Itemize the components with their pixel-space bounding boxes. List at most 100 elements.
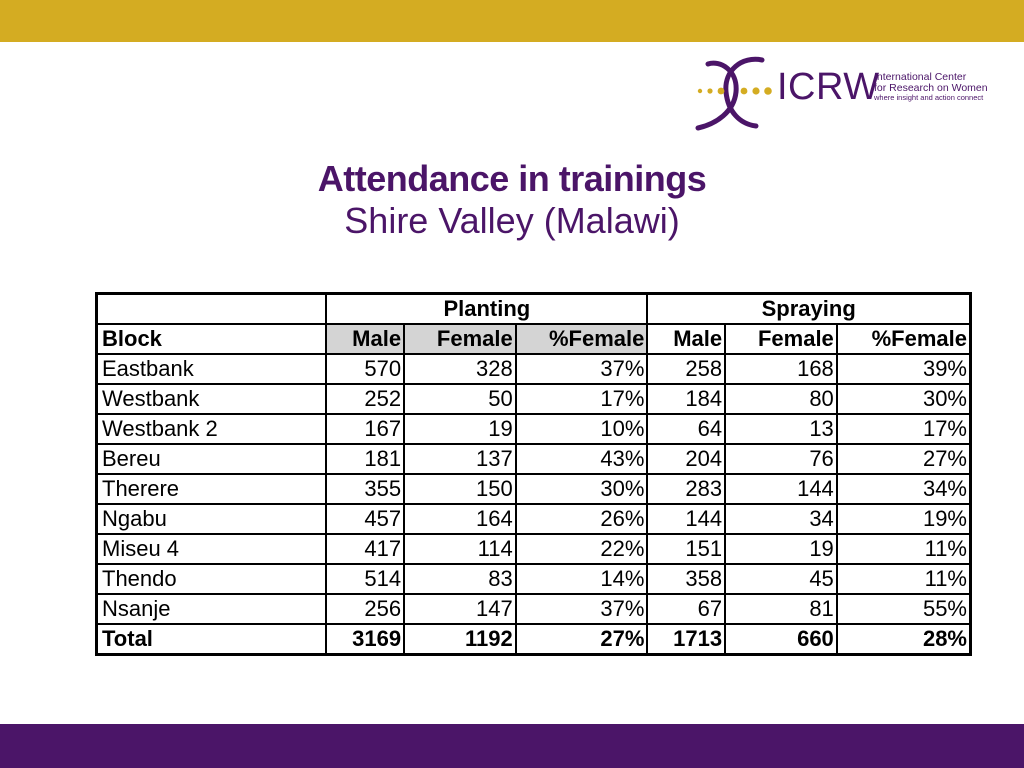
bottom-purple-band [0, 724, 1024, 768]
group-header-row: Planting Spraying [95, 292, 972, 325]
subheader-planting-pct-female: %Female [514, 323, 649, 355]
cell-planting-male: 355 [325, 473, 406, 505]
icrw-logo: ICRW International Center for Research o… [690, 52, 990, 132]
cell-spraying-female: 168 [724, 353, 838, 385]
cell-block: Thendo [95, 563, 328, 595]
cell-spraying-pct-female: 34% [835, 473, 972, 505]
cell-spraying-male: 258 [646, 353, 727, 385]
cell-spraying-female: 80 [724, 383, 838, 415]
group-header-planting: Planting [325, 292, 649, 325]
cell-planting-pct-female: 14% [514, 563, 649, 595]
cell-planting-female: 328 [403, 353, 517, 385]
table-row: Miseu 4 417 114 22% 151 19 11% [95, 533, 972, 565]
subheader-block: Block [95, 323, 328, 355]
cell-block: Therere [95, 473, 328, 505]
cell-planting-female: 114 [403, 533, 517, 565]
total-planting-pct-female: 27% [514, 623, 649, 656]
cell-planting-male: 570 [325, 353, 406, 385]
cell-planting-male: 514 [325, 563, 406, 595]
total-spraying-male: 1713 [646, 623, 727, 656]
cell-block: Bereu [95, 443, 328, 475]
table-row: Thendo 514 83 14% 358 45 11% [95, 563, 972, 595]
cell-planting-pct-female: 10% [514, 413, 649, 445]
cell-spraying-pct-female: 27% [835, 443, 972, 475]
cell-planting-male: 417 [325, 533, 406, 565]
subheader-planting-female: Female [403, 323, 517, 355]
logo-tagline: International Center for Research on Wom… [874, 71, 988, 103]
subheader-row: Block Male Female %Female Male Female %F… [95, 323, 972, 355]
cell-planting-pct-female: 37% [514, 593, 649, 625]
subheader-planting-male: Male [325, 323, 406, 355]
cell-spraying-pct-female: 11% [835, 533, 972, 565]
subheader-spraying-male: Male [646, 323, 727, 355]
cell-planting-female: 83 [403, 563, 517, 595]
title-block: Attendance in trainings Shire Valley (Ma… [0, 160, 1024, 240]
subheader-spraying-female: Female [724, 323, 838, 355]
total-spraying-pct-female: 28% [835, 623, 972, 656]
cell-spraying-pct-female: 17% [835, 413, 972, 445]
logo-wordmark: ICRW [777, 66, 880, 108]
cell-spraying-female: 19 [724, 533, 838, 565]
cell-spraying-pct-female: 55% [835, 593, 972, 625]
icrw-swoop-logo-icon [695, 56, 772, 131]
total-planting-male: 3169 [325, 623, 406, 656]
table-row: Westbank 252 50 17% 184 80 30% [95, 383, 972, 415]
table-row: Ngabu 457 164 26% 144 34 19% [95, 503, 972, 535]
top-gold-band [0, 0, 1024, 42]
slide-subtitle: Shire Valley (Malawi) [344, 199, 680, 241]
cell-spraying-female: 45 [724, 563, 838, 595]
cell-block: Nsanje [95, 593, 328, 625]
cell-planting-male: 167 [325, 413, 406, 445]
cell-spraying-pct-female: 30% [835, 383, 972, 415]
attendance-table: Planting Spraying Block Male Female %Fem… [95, 292, 972, 656]
cell-planting-pct-female: 30% [514, 473, 649, 505]
cell-spraying-male: 151 [646, 533, 727, 565]
cell-spraying-male: 64 [646, 413, 727, 445]
cell-spraying-pct-female: 19% [835, 503, 972, 535]
cell-planting-female: 50 [403, 383, 517, 415]
logo-tagline-line-3: where insight and action connect [874, 93, 984, 103]
logo-tagline-line-2: for Research on Women [874, 82, 988, 95]
table-row: Bereu 181 137 43% 204 76 27% [95, 443, 972, 475]
total-block: Total [95, 623, 328, 656]
total-planting-female: 1192 [403, 623, 517, 656]
table-row: Westbank 2 167 19 10% 64 13 17% [95, 413, 972, 445]
cell-planting-female: 19 [403, 413, 517, 445]
slide-title: Attendance in trainings [317, 158, 707, 199]
cell-spraying-female: 34 [724, 503, 838, 535]
cell-spraying-male: 204 [646, 443, 727, 475]
table-row: Eastbank 570 328 37% 258 168 39% [95, 353, 972, 385]
cell-planting-pct-female: 26% [514, 503, 649, 535]
logo-tagline-line-1: International Center [874, 71, 967, 83]
group-header-blank [95, 292, 328, 325]
cell-block: Ngabu [95, 503, 328, 535]
group-header-spraying: Spraying [646, 292, 972, 325]
cell-spraying-female: 81 [724, 593, 838, 625]
cell-planting-male: 252 [325, 383, 406, 415]
cell-spraying-male: 283 [646, 473, 727, 505]
cell-spraying-male: 67 [646, 593, 727, 625]
cell-planting-female: 150 [403, 473, 517, 505]
cell-block: Westbank [95, 383, 328, 415]
cell-spraying-pct-female: 11% [835, 563, 972, 595]
cell-planting-male: 256 [325, 593, 406, 625]
cell-planting-female: 164 [403, 503, 517, 535]
cell-planting-male: 457 [325, 503, 406, 535]
cell-spraying-male: 144 [646, 503, 727, 535]
cell-planting-pct-female: 37% [514, 353, 649, 385]
subheader-spraying-pct-female: %Female [835, 323, 972, 355]
total-spraying-female: 660 [724, 623, 838, 656]
cell-spraying-female: 13 [724, 413, 838, 445]
cell-planting-pct-female: 17% [514, 383, 649, 415]
cell-planting-pct-female: 22% [514, 533, 649, 565]
cell-planting-female: 147 [403, 593, 517, 625]
cell-block: Westbank 2 [95, 413, 328, 445]
cell-planting-female: 137 [403, 443, 517, 475]
cell-block: Eastbank [95, 353, 328, 385]
cell-spraying-female: 144 [724, 473, 838, 505]
cell-spraying-pct-female: 39% [835, 353, 972, 385]
cell-spraying-male: 358 [646, 563, 727, 595]
table-row: Nsanje 256 147 37% 67 81 55% [95, 593, 972, 625]
cell-spraying-male: 184 [646, 383, 727, 415]
cell-spraying-female: 76 [724, 443, 838, 475]
